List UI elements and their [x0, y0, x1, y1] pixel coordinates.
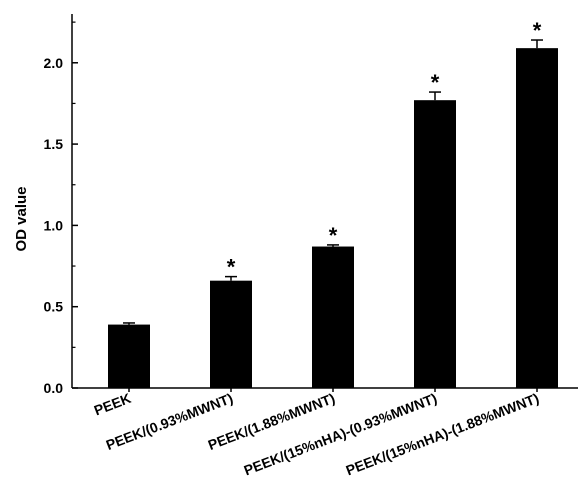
- y-tick-label: 1.5: [44, 136, 64, 152]
- y-axis-label: OD value: [13, 186, 30, 251]
- x-tick-label: PEEK/(15%nHA)-(0.93%MWNT): [242, 390, 439, 479]
- bar-0: [108, 324, 150, 388]
- significance-marker-1: *: [227, 255, 236, 280]
- x-tick-label: PEEK/(15%nHA)-(1.88%MWNT): [344, 390, 541, 479]
- y-tick-label: 0.5: [44, 299, 64, 315]
- significance-marker-3: *: [431, 70, 440, 95]
- bar-4: [516, 48, 558, 388]
- y-tick-label: 1.0: [44, 217, 64, 233]
- y-tick-label: 0.0: [44, 380, 64, 396]
- significance-marker-2: *: [329, 223, 338, 248]
- significance-marker-4: *: [533, 18, 542, 43]
- x-tick-label: PEEK: [92, 390, 133, 419]
- bar-1: [210, 280, 252, 388]
- y-tick-label: 2.0: [44, 55, 64, 71]
- bar-3: [414, 100, 456, 388]
- bar-2: [312, 246, 354, 388]
- plot-area: 0.00.51.01.52.0PEEK*PEEK/(0.93%MWNT)*PEE…: [44, 14, 578, 478]
